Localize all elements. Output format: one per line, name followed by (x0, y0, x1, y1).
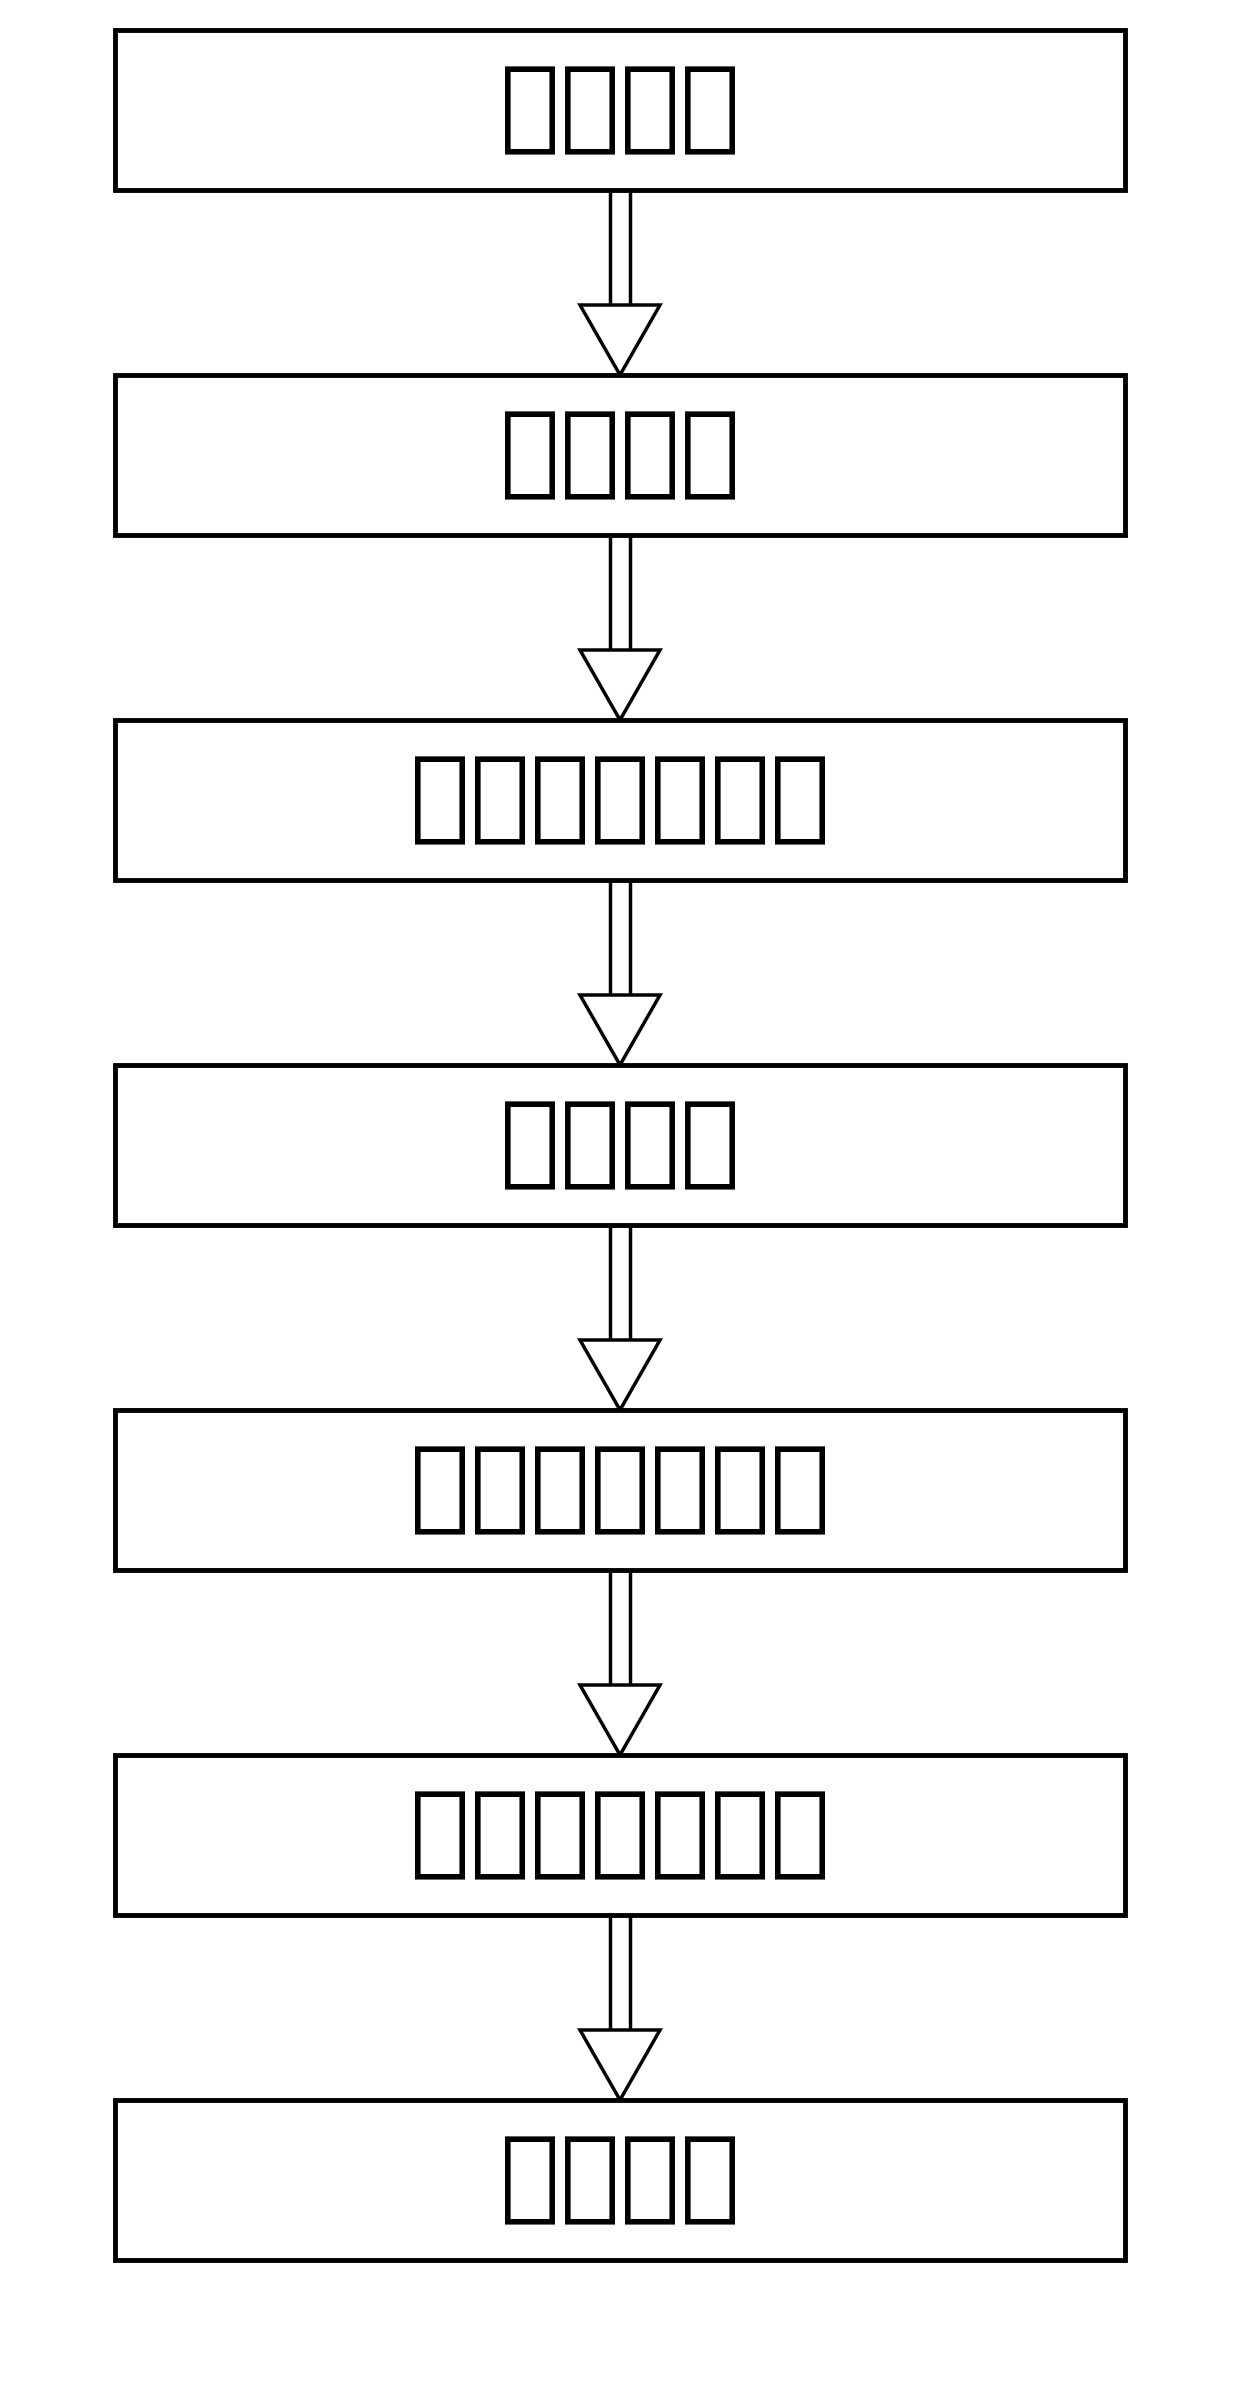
Bar (115, 720, 1125, 881)
Bar (115, 2101, 1125, 2259)
Bar (115, 375, 1125, 535)
Text: 上层发泡: 上层发泡 (500, 2132, 740, 2228)
Bar (115, 1409, 1125, 1570)
Text: 隔层发泡: 隔层发泡 (500, 1097, 740, 1193)
Text: 放置第二层电池: 放置第二层电池 (410, 1441, 830, 1539)
Bar (115, 29, 1125, 190)
Polygon shape (580, 651, 660, 720)
Bar (115, 1755, 1125, 1916)
Polygon shape (580, 2029, 660, 2101)
Text: 第二层电池发泡: 第二层电池发泡 (410, 1786, 830, 1882)
Polygon shape (580, 305, 660, 375)
Polygon shape (580, 1340, 660, 1409)
Polygon shape (580, 994, 660, 1066)
Text: 笱底发泡: 笱底发泡 (500, 62, 740, 158)
Text: 固定电池: 固定电池 (500, 406, 740, 504)
Text: 第一层电池发泡: 第一层电池发泡 (410, 752, 830, 848)
Polygon shape (580, 1686, 660, 1755)
Bar (115, 1066, 1125, 1225)
